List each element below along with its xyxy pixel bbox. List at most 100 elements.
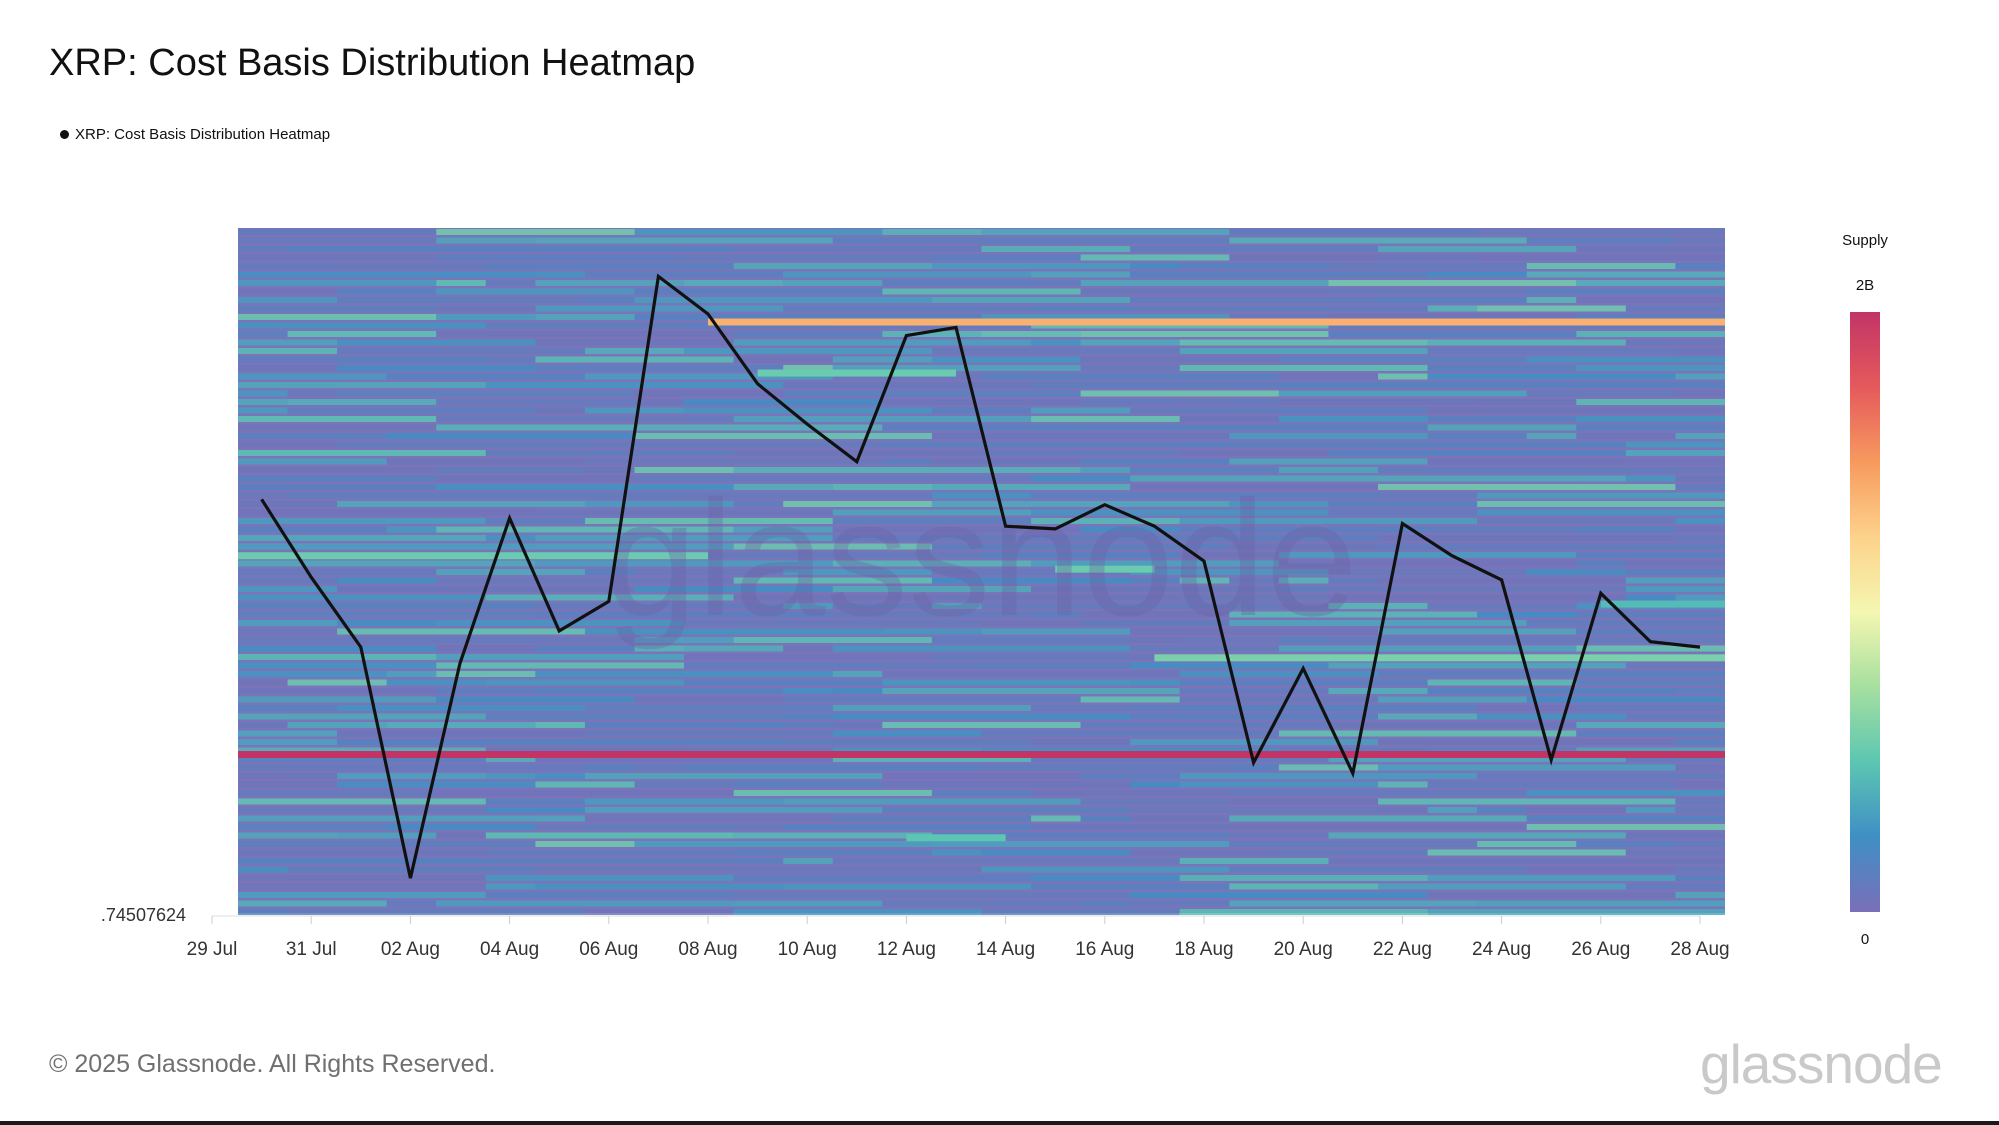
heat-cell <box>535 365 784 371</box>
heat-cell <box>1427 339 1626 346</box>
heat-cell <box>1328 832 1626 839</box>
legend-dot-icon <box>60 130 69 139</box>
heat-cell <box>1229 620 1527 626</box>
heat-cell <box>733 526 833 533</box>
heat-band <box>1600 600 1725 608</box>
heat-cell <box>1328 662 1626 669</box>
heat-cell <box>1675 373 1725 380</box>
heat-cell <box>535 509 833 516</box>
heat-cell <box>238 229 437 235</box>
heat-cell <box>733 875 1032 881</box>
heat-cell <box>535 237 833 244</box>
heat-band <box>757 369 956 377</box>
heat-cell <box>1080 458 1230 465</box>
heat-cell <box>238 577 338 584</box>
heat-cell <box>485 535 536 541</box>
x-tick-label: 24 Aug <box>1472 939 1531 960</box>
heat-cell <box>584 501 734 507</box>
heat-cell <box>1526 807 1626 813</box>
heat-cell <box>584 458 883 465</box>
heat-cell <box>1179 441 1279 448</box>
heat-cell <box>1477 229 1725 235</box>
heat-cell <box>1080 467 1131 473</box>
heat-cell <box>1130 849 1279 856</box>
heat-cell <box>882 424 1032 431</box>
heat-cell <box>1080 798 1230 805</box>
heat-cell <box>1080 356 1279 363</box>
heat-cell <box>1229 815 1527 822</box>
heat-cell <box>238 263 338 269</box>
heat-cell <box>287 390 338 397</box>
heat-cell <box>1526 263 1676 269</box>
brand-logo: glassnode <box>1700 1033 1943 1095</box>
heat-cell <box>783 365 833 371</box>
heat-cell <box>832 713 1131 720</box>
heat-cell <box>584 824 734 830</box>
heat-cell <box>1179 348 1428 354</box>
heat-cell <box>1526 824 1725 830</box>
heat-cell <box>1477 509 1725 516</box>
heat-cell <box>931 832 1230 839</box>
heat-cell <box>436 416 685 422</box>
heat-cell <box>436 467 585 473</box>
heat-cell <box>1328 569 1527 575</box>
heat-cell <box>1179 339 1428 346</box>
heat-cell <box>1675 739 1725 745</box>
heat-cell <box>1625 450 1725 456</box>
heat-cell <box>535 824 585 830</box>
heat-cell <box>238 433 387 439</box>
heat-cell <box>386 526 437 533</box>
heat-cell <box>882 229 982 235</box>
heat-cell <box>1427 433 1527 439</box>
heat-cell <box>535 841 635 847</box>
heat-cell <box>1328 280 1577 286</box>
heat-cell <box>684 492 932 499</box>
copyright-text: © 2025 Glassnode. All Rights Reserved. <box>49 1050 496 1078</box>
heat-cell <box>436 475 635 482</box>
heat-cell <box>882 331 982 337</box>
heat-cell <box>1229 764 1279 771</box>
heat-cell <box>981 909 1180 915</box>
heat-cell <box>1675 390 1725 397</box>
price-series <box>260 273 1701 879</box>
heat-cell <box>1576 331 1725 337</box>
heat-cell <box>535 756 833 762</box>
heat-cell <box>337 356 486 363</box>
heat-cell <box>1526 297 1577 303</box>
x-tick-label: 31 Jul <box>286 939 337 960</box>
heat-cell <box>436 484 734 490</box>
heat-cell <box>535 883 784 890</box>
heat-cell <box>1179 671 1379 677</box>
colorbar-gradient <box>1850 312 1880 912</box>
heat-cell <box>238 764 288 771</box>
heat-cell <box>684 654 932 660</box>
heat-cell <box>386 900 437 907</box>
heat-cell <box>238 858 486 864</box>
heat-cell <box>733 892 833 898</box>
heat-cell <box>1031 492 1230 499</box>
heat-cell <box>882 858 1180 864</box>
heat-cell <box>1427 271 1527 278</box>
heat-cell <box>238 560 536 567</box>
heat-cell <box>436 569 486 575</box>
heat-cell <box>1427 892 1676 898</box>
heat-cell <box>1130 484 1379 490</box>
heat-cell <box>238 909 288 915</box>
heat-cell <box>1229 866 1527 873</box>
heat-cell <box>584 569 635 575</box>
heat-cell <box>1675 535 1725 541</box>
heat-cell <box>535 671 833 677</box>
heat-cell <box>981 730 1279 737</box>
heat-cell <box>238 297 338 303</box>
heat-cell <box>1031 875 1180 881</box>
heat-cell <box>436 688 536 694</box>
heat-cell <box>882 900 1032 907</box>
heat-cell <box>584 271 784 278</box>
heat-cell <box>1625 586 1725 592</box>
heat-cell <box>238 399 288 405</box>
heat-cell <box>1576 645 1725 652</box>
heat-cell <box>1328 603 1428 609</box>
heat-cell <box>535 611 833 618</box>
heat-cell <box>238 535 486 541</box>
legend[interactable]: XRP: Cost Basis Distribution Heatmap <box>60 126 330 143</box>
